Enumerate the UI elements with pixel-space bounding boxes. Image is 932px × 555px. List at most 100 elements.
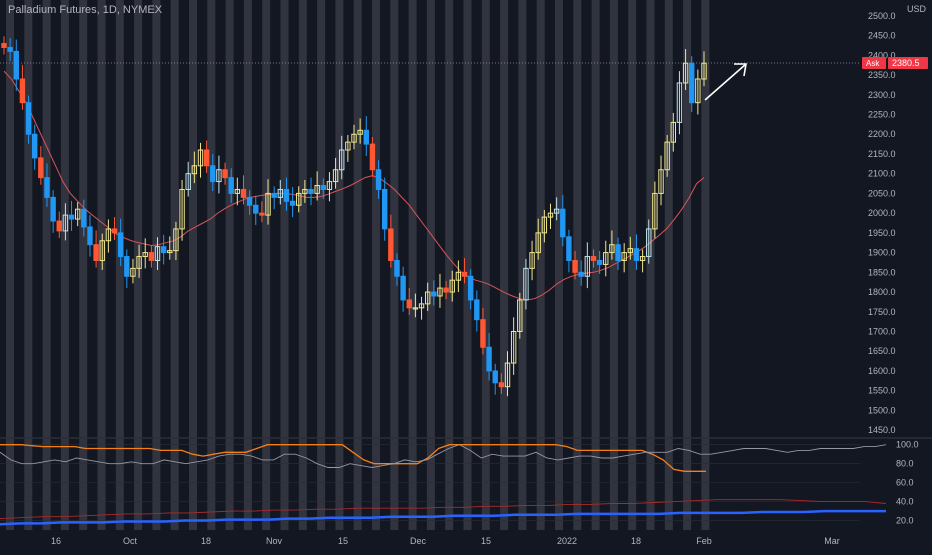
candle-body bbox=[529, 252, 535, 269]
candle-body bbox=[185, 173, 191, 190]
candle-body bbox=[345, 141, 351, 151]
candle-body bbox=[639, 256, 646, 261]
candle-body bbox=[314, 185, 320, 194]
shade-column bbox=[243, 0, 252, 530]
candle-body bbox=[142, 252, 148, 258]
x-tick-label: Nov bbox=[266, 536, 283, 546]
trend-arrow-shaft bbox=[704, 63, 747, 101]
ask-label: Ask bbox=[866, 59, 880, 68]
candle-body bbox=[566, 236, 572, 261]
candle-body bbox=[339, 149, 345, 171]
symbol-title[interactable]: Palladium Futures, 1D, NYMEX bbox=[8, 4, 163, 16]
shade-column bbox=[115, 0, 124, 530]
candle-body bbox=[19, 78, 26, 104]
candle-body bbox=[326, 181, 333, 190]
y-tick-label: 1500.0 bbox=[868, 405, 896, 415]
candle-body bbox=[283, 188, 290, 202]
candle-body bbox=[474, 299, 480, 321]
shade-column bbox=[628, 0, 637, 530]
x-tick-label: 15 bbox=[481, 536, 491, 546]
candle-body bbox=[124, 256, 130, 277]
candle-body bbox=[160, 246, 167, 254]
candle-body bbox=[13, 50, 19, 80]
candle-body bbox=[584, 256, 591, 277]
y-tick-label: 1950.0 bbox=[868, 228, 896, 238]
candle-body bbox=[437, 287, 443, 297]
candle-body bbox=[375, 169, 382, 190]
candle-body bbox=[87, 226, 93, 246]
candle-body bbox=[117, 232, 124, 258]
candle-body bbox=[541, 216, 548, 234]
candle-body bbox=[480, 319, 486, 348]
candle-body bbox=[492, 370, 498, 384]
candle-body bbox=[590, 256, 597, 261]
candle-body bbox=[388, 228, 394, 261]
candle-body bbox=[596, 259, 603, 265]
candle-body bbox=[670, 121, 676, 143]
y-tick-label: 2000.0 bbox=[868, 208, 896, 218]
candle-body bbox=[431, 291, 437, 297]
candles bbox=[1, 36, 747, 397]
shade-column bbox=[500, 0, 509, 530]
osc-tick-label: 60.0 bbox=[896, 478, 914, 488]
candle-body bbox=[197, 149, 204, 167]
osc-tick-label: 100.0 bbox=[896, 440, 919, 450]
x-tick-label: 18 bbox=[201, 536, 211, 546]
candle-body bbox=[553, 208, 560, 214]
candle-body bbox=[74, 208, 81, 220]
ask-price: 2380.5 bbox=[892, 58, 920, 68]
shade-column bbox=[262, 0, 271, 530]
currency-label[interactable]: USD bbox=[906, 4, 926, 14]
candle-body bbox=[234, 188, 241, 194]
candle-body bbox=[240, 188, 247, 198]
shade-column bbox=[207, 0, 216, 530]
candle-body bbox=[302, 188, 308, 194]
oscillator-panel bbox=[0, 444, 887, 526]
oscillator-series bbox=[0, 444, 887, 468]
ask-label-box bbox=[862, 57, 886, 70]
y-tick-label: 2400.0 bbox=[868, 50, 896, 60]
candle-body bbox=[486, 346, 492, 372]
candle-body bbox=[652, 192, 658, 230]
candle-body bbox=[560, 208, 566, 238]
candle-body bbox=[535, 232, 541, 254]
candle-body bbox=[615, 244, 621, 261]
shade-column bbox=[6, 0, 14, 530]
candle-body bbox=[369, 143, 376, 171]
y-tick-label: 2100.0 bbox=[868, 169, 896, 179]
shade-column bbox=[298, 0, 307, 530]
candle-body bbox=[517, 299, 523, 332]
x-tick-label: Mar bbox=[824, 536, 840, 546]
candle-body bbox=[246, 196, 253, 206]
candle-body bbox=[1, 43, 7, 48]
candle-body bbox=[504, 362, 511, 388]
candle-body bbox=[259, 212, 265, 216]
shade-column bbox=[701, 0, 710, 530]
candle-body bbox=[222, 169, 228, 179]
candle-body bbox=[203, 149, 210, 167]
y-tick-label: 2250.0 bbox=[868, 110, 896, 120]
candle-body bbox=[277, 188, 284, 198]
candle-body bbox=[136, 256, 142, 269]
candle-body bbox=[62, 214, 69, 232]
candle-body bbox=[320, 185, 326, 190]
x-tick-label: 15 bbox=[338, 536, 348, 546]
shade-column bbox=[518, 0, 527, 530]
oscillator-series bbox=[0, 499, 887, 520]
shade-column bbox=[189, 0, 197, 530]
shade-column bbox=[79, 0, 88, 530]
candle-body bbox=[111, 228, 118, 234]
grid bbox=[0, 62, 932, 439]
x-tick-label: 18 bbox=[631, 536, 641, 546]
shade-column bbox=[280, 0, 289, 530]
candle-body bbox=[99, 240, 105, 261]
candle-body bbox=[130, 267, 136, 277]
candle-body bbox=[56, 220, 62, 232]
candle-body bbox=[449, 279, 455, 293]
candle-body bbox=[627, 248, 634, 254]
candle-body bbox=[701, 62, 707, 80]
y-tick-label: 1450.0 bbox=[868, 425, 896, 435]
shade-column bbox=[426, 0, 435, 530]
